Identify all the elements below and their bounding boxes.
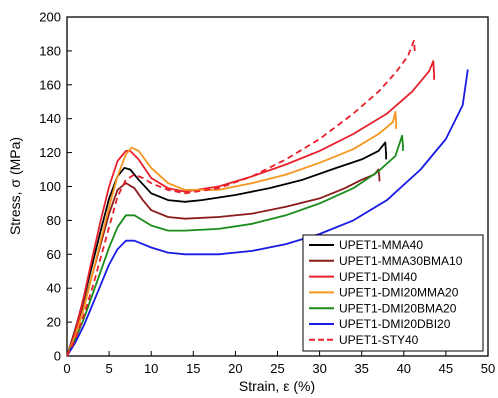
legend-label: UPET1-STY40 [339, 333, 419, 347]
series-line [66, 69, 469, 357]
series-line [66, 134, 404, 357]
y-tick-label: 40 [47, 281, 61, 296]
y-tick-label: 180 [39, 43, 61, 58]
legend-label: UPET1-MMA40 [339, 238, 423, 252]
legend-label: UPET1-DMI20DBI20 [339, 317, 451, 331]
series-line [66, 60, 436, 357]
x-tick-label: 20 [228, 361, 242, 376]
y-tick-label: 160 [39, 77, 61, 92]
x-tick-label: 5 [105, 361, 112, 376]
x-tick-label: 50 [481, 361, 495, 376]
x-tick-label: 25 [270, 361, 284, 376]
series-line [66, 39, 416, 357]
y-tick-label: 80 [47, 213, 61, 228]
y-tick-label: 200 [39, 10, 61, 25]
x-axis-title: Strain, ε (%) [239, 378, 315, 394]
legend-label: UPET1-MMA30BMA10 [339, 254, 463, 268]
x-tick-label: 0 [63, 361, 70, 376]
x-tick-label: 10 [144, 361, 158, 376]
legend-label: UPET1-DMI20BMA20 [339, 301, 457, 315]
x-tick-label: 30 [312, 361, 326, 376]
y-axis-title: Stress, σ (MPa) [7, 137, 23, 235]
legend: UPET1-MMA40 UPET1-MMA30BMA10 UPET1-DMI40 UP… [302, 234, 484, 352]
y-tick-label: 60 [47, 247, 61, 262]
y-tick-label: 120 [39, 145, 61, 160]
x-axis-ticks: 0 5 10 15 20 25 30 35 40 45 50 [63, 351, 495, 376]
legend-label: UPET1-DMI40 [339, 270, 417, 284]
legend-label: UPET1-DMI20MMA20 [339, 286, 459, 300]
y-tick-label: 140 [39, 111, 61, 126]
x-tick-label: 35 [354, 361, 368, 376]
y-tick-label: 20 [47, 315, 61, 330]
data-series [66, 39, 469, 357]
x-tick-label: 40 [397, 361, 411, 376]
x-tick-label: 15 [186, 361, 200, 376]
y-tick-label: 0 [54, 349, 61, 364]
x-tick-label: 45 [439, 361, 453, 376]
series-line [66, 141, 388, 357]
y-tick-label: 100 [39, 179, 61, 194]
series-line [66, 111, 398, 357]
